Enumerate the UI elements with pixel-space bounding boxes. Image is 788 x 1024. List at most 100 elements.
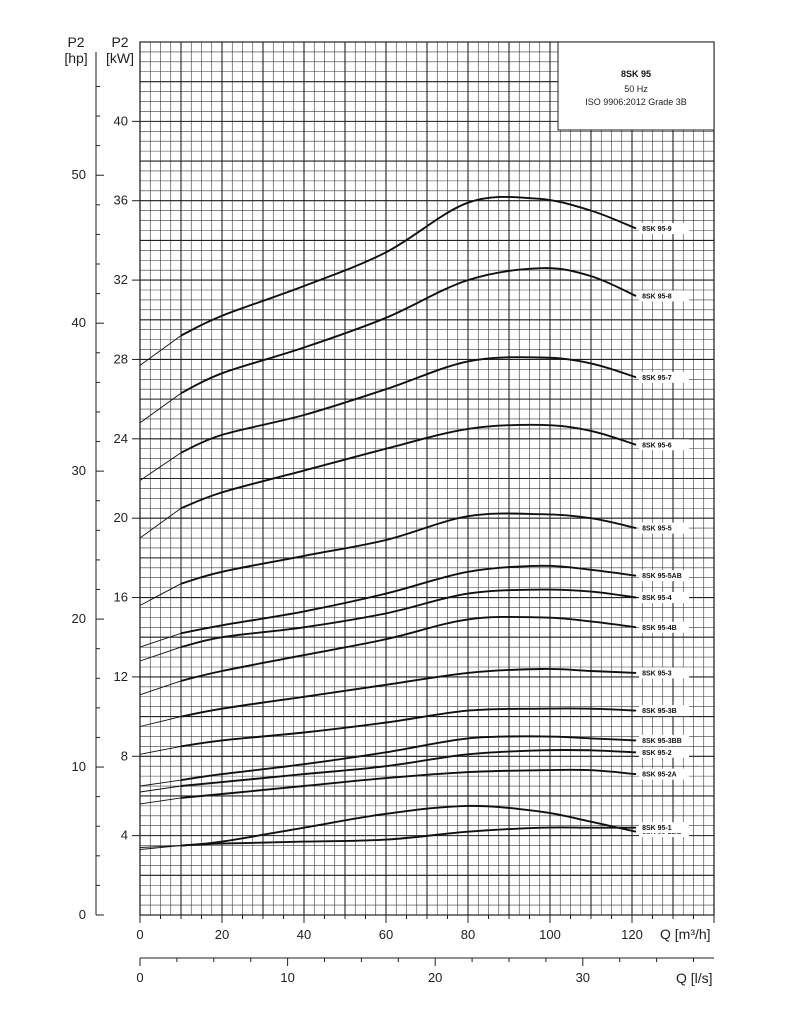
curve-label-text: 8SK 95-8 bbox=[642, 293, 672, 300]
y-kw-tick-label: 8 bbox=[121, 748, 128, 763]
x-m3h-tick-label: 80 bbox=[461, 927, 475, 942]
curve-label-text: 8SK 95-5AB bbox=[642, 573, 682, 580]
x-ls-label: Q [l/s] bbox=[676, 970, 713, 986]
curve-line bbox=[180, 588, 637, 649]
x-m3h-tick-label: 120 bbox=[621, 927, 643, 942]
curve-line bbox=[180, 749, 637, 787]
y-hp-label-top: P2 bbox=[67, 34, 84, 50]
curve-label: 8SK 95-9 bbox=[639, 223, 690, 235]
curves-layer bbox=[139, 195, 637, 850]
curve-start bbox=[139, 632, 182, 648]
curve-start bbox=[139, 392, 182, 424]
curve-start bbox=[139, 779, 182, 787]
info-frequency: 50 Hz bbox=[624, 84, 648, 94]
x-m3h-tick-label: 20 bbox=[215, 927, 229, 942]
curve-label-bg bbox=[639, 822, 690, 834]
curve-label-text: 8SK 95-2A bbox=[642, 772, 677, 779]
curve-label: 8SK 95-3 bbox=[639, 667, 690, 679]
curve-label-bg bbox=[639, 592, 690, 604]
y-hp-tick-label: 0 bbox=[79, 907, 86, 922]
curve-label-bg bbox=[639, 705, 690, 717]
curve-label-text: 8SK 95-2 bbox=[642, 750, 672, 757]
curve-start bbox=[139, 646, 182, 662]
y-kw-tick-label: 28 bbox=[114, 351, 128, 366]
curve-line bbox=[180, 356, 637, 454]
curve-label-text: 8SK 95-1 bbox=[642, 825, 672, 832]
curve-labels-layer: 8SK 95-9 8SK 95-8 8SK 95-7 8SK 95-6 8SK 95-5… bbox=[639, 223, 690, 838]
curve-label-bg bbox=[639, 734, 690, 746]
curve-label-text: 8SK 95-5 bbox=[642, 526, 672, 533]
curve-label: 8SK 95-5AB bbox=[639, 570, 690, 582]
y-kw-label-unit: [kW] bbox=[106, 50, 134, 66]
curve-start bbox=[139, 680, 182, 696]
curve-label: 8SK 95-1 bbox=[639, 822, 690, 834]
curve-label-bg bbox=[639, 570, 690, 582]
x-m3h-label: Q [m³/h] bbox=[660, 926, 711, 942]
curve-label: 8SK 95-2 bbox=[639, 746, 690, 758]
curve-label-bg bbox=[639, 371, 690, 383]
y-hp-tick-label: 30 bbox=[72, 463, 86, 478]
curve-label-bg bbox=[639, 290, 690, 302]
curve-label-text: 8SK 95-6 bbox=[642, 442, 672, 449]
axes-layer: 4 8 12 16 20 24 28 32 36 40 0 10 20 30 40 50 0 20 40 60 80 10… bbox=[72, 41, 715, 985]
curve-label: 8SK 95-3BB bbox=[639, 734, 690, 746]
curve-line bbox=[180, 768, 637, 799]
x-ls-tick-label: 10 bbox=[280, 970, 294, 985]
y-hp-tick-label: 20 bbox=[72, 611, 86, 626]
curve-label-bg bbox=[639, 621, 690, 633]
curve-line bbox=[180, 267, 637, 395]
curve-label-bg bbox=[639, 667, 690, 679]
curve-label: 8SK 95-8 bbox=[639, 290, 690, 302]
curve-label: 8SK 95-6 bbox=[639, 439, 690, 451]
curve-label-text: 8SK 95-4 bbox=[642, 595, 672, 602]
curve-label-bg bbox=[639, 439, 690, 451]
curve-start bbox=[139, 507, 182, 539]
curve-line bbox=[180, 735, 637, 782]
x-m3h-tick-label: 0 bbox=[136, 927, 143, 942]
x-m3h-tick-label: 100 bbox=[539, 927, 561, 942]
y-kw-tick-label: 40 bbox=[114, 113, 128, 128]
curve-line bbox=[180, 804, 637, 847]
curve-line bbox=[180, 512, 637, 585]
curve-label: 8SK 95-5 bbox=[639, 522, 690, 534]
curve-line bbox=[180, 615, 637, 682]
curve-line bbox=[180, 707, 637, 748]
curve-line bbox=[180, 564, 637, 635]
curve-label-bg bbox=[639, 522, 690, 534]
major-grid bbox=[139, 41, 715, 916]
curve-line bbox=[180, 423, 637, 510]
curve-label: 8SK 95-4B bbox=[639, 621, 690, 633]
x-ls-tick-label: 0 bbox=[136, 970, 143, 985]
curve-line bbox=[180, 195, 637, 337]
y-kw-tick-label: 12 bbox=[114, 669, 128, 684]
x-ls-tick-label: 30 bbox=[576, 970, 590, 985]
info-box: 8SK 95 50 Hz ISO 9906:2012 Grade 3B bbox=[557, 41, 715, 131]
info-model: 8SK 95 bbox=[621, 69, 651, 79]
curve-line bbox=[180, 667, 637, 718]
curve-start bbox=[139, 785, 182, 793]
y-kw-label-top: P2 bbox=[111, 34, 128, 50]
x-m3h-tick-label: 60 bbox=[379, 927, 393, 942]
curve-start bbox=[139, 797, 182, 805]
curve-start bbox=[139, 716, 182, 727]
curve-label-bg bbox=[639, 768, 690, 780]
x-m3h-tick-label: 40 bbox=[297, 927, 311, 942]
curve-label: 8SK 95-2A bbox=[639, 768, 690, 780]
y-hp-label-unit: [hp] bbox=[64, 50, 87, 66]
y-hp-tick-label: 10 bbox=[72, 759, 86, 774]
curve-label-text: 8SK 95-3 bbox=[642, 670, 672, 677]
curve-start bbox=[139, 583, 182, 606]
y-kw-tick-label: 16 bbox=[114, 590, 128, 605]
curve-label: 8SK 95-3B bbox=[639, 705, 690, 717]
y-kw-tick-label: 20 bbox=[114, 510, 128, 525]
y-kw-tick-label: 36 bbox=[114, 193, 128, 208]
info-standard: ISO 9906:2012 Grade 3B bbox=[585, 97, 687, 107]
curve-label-bg bbox=[639, 746, 690, 758]
curve-start bbox=[139, 745, 182, 755]
curve-line bbox=[180, 826, 637, 847]
y-kw-tick-label: 32 bbox=[114, 272, 128, 287]
y-hp-tick-label: 40 bbox=[72, 315, 86, 330]
y-hp-tick-label: 50 bbox=[72, 167, 86, 182]
curve-label-bg bbox=[639, 223, 690, 235]
